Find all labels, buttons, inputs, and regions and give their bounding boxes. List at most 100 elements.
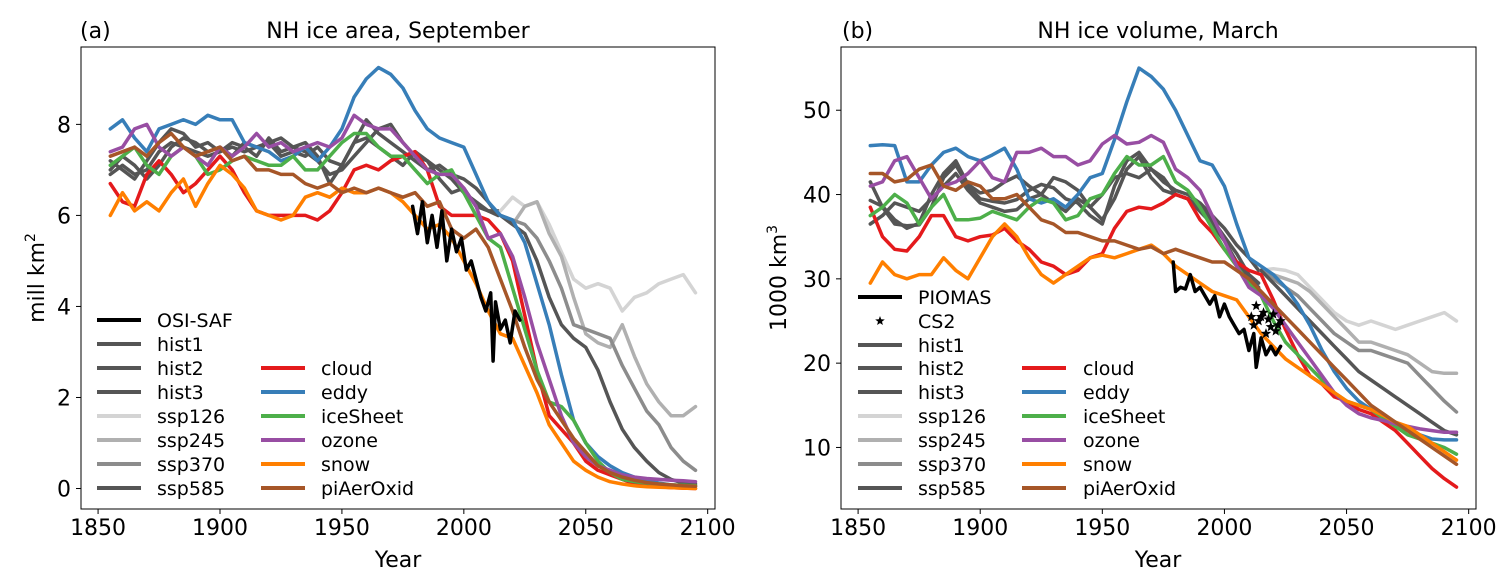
panel-a-ylabel-sup: 2 xyxy=(23,233,39,242)
panel-b-ylabel: 1000 km3 xyxy=(765,225,792,331)
point-cs2 xyxy=(1268,308,1279,319)
panel-a-xlabel: Year xyxy=(374,548,423,573)
y-tick-label: 30 xyxy=(803,268,831,293)
point-cs2 xyxy=(1263,313,1274,324)
legend-item-snow: snow xyxy=(1022,454,1132,476)
legend-item-ozone: ozone xyxy=(261,430,378,452)
y-tick-label: 40 xyxy=(803,184,831,209)
y-tick-label: 8 xyxy=(57,113,71,138)
series-line-ssp245 xyxy=(498,200,698,418)
series-line-eddy xyxy=(868,66,1459,442)
legend-label: hist1 xyxy=(918,335,965,357)
legend-label: cloud xyxy=(1083,358,1134,380)
legend-label: ssp585 xyxy=(157,478,225,500)
panel-b-ylabel-text: 1000 km xyxy=(767,234,792,331)
legend-item-ssp126: ssp126 xyxy=(858,406,986,428)
series-line-osi-saf xyxy=(410,200,522,363)
legend-item-ozone: ozone xyxy=(1022,430,1140,452)
legend-item-hist1: hist1 xyxy=(858,335,965,357)
legend-item-hist1: hist1 xyxy=(97,334,204,356)
legend-item-piaeroxid: piAerOxid xyxy=(1022,478,1176,500)
y-tick-label: 4 xyxy=(57,295,71,320)
legend-label: OSI-SAF xyxy=(157,310,233,332)
series-line-cloud xyxy=(868,192,1459,489)
legend-item-ssp370: ssp370 xyxy=(97,454,225,476)
panel-a-frame xyxy=(80,46,716,510)
legend-item-ssp126: ssp126 xyxy=(97,406,225,428)
legend-label: PIOMAS xyxy=(918,287,991,309)
legend-label: CS2 xyxy=(918,311,955,333)
legend-label: ssp370 xyxy=(918,454,986,476)
y-tick-label: 6 xyxy=(57,204,71,229)
panel-b-label: (b) xyxy=(842,19,873,44)
panel-b-ylabel-sup: 3 xyxy=(765,225,781,234)
panel-b-xlabel: Year xyxy=(1134,548,1183,573)
legend-item-hist3: hist3 xyxy=(858,382,965,404)
legend-item-piaeroxid: piAerOxid xyxy=(261,478,414,500)
legend-label: eddy xyxy=(321,382,368,404)
legend-label: iceSheet xyxy=(321,406,403,428)
legend-label: ozone xyxy=(321,430,378,452)
legend-label: hist3 xyxy=(918,382,965,404)
legend-item-cloud: cloud xyxy=(1022,358,1134,380)
panel-a-plot-area xyxy=(108,65,698,491)
legend-star-marker xyxy=(875,316,885,325)
x-tick-label: 1850 xyxy=(830,516,886,541)
legend-item-icesheet: iceSheet xyxy=(261,406,403,428)
series-group xyxy=(108,65,698,491)
legend-item-hist2: hist2 xyxy=(97,358,204,380)
legend-item-ssp245: ssp245 xyxy=(858,430,986,452)
legend-label: snow xyxy=(321,454,370,476)
legend-item-eddy: eddy xyxy=(1022,382,1130,404)
x-tick-label: 2100 xyxy=(1441,516,1497,541)
x-tick-label: 1900 xyxy=(952,516,1008,541)
y-tick-label: 50 xyxy=(803,99,831,124)
panel-b-legend: PIOMASCS2hist1hist2hist3ssp126ssp245ssp3… xyxy=(858,287,1176,500)
x-tick-label: 2050 xyxy=(1319,516,1375,541)
series-line-ssp585 xyxy=(1259,268,1459,437)
series-line-ssp370 xyxy=(498,213,698,473)
panel-b-frame xyxy=(840,46,1477,510)
point-cs2 xyxy=(1251,300,1262,311)
legend-item-icesheet: iceSheet xyxy=(1022,406,1165,428)
legend-label: cloud xyxy=(321,358,372,380)
legend-item-hist2: hist2 xyxy=(858,358,965,380)
legend-label: hist1 xyxy=(157,334,204,356)
panel-b: (b) NH ice volume, March Year 1000 km3 1… xyxy=(765,19,1497,573)
legend-label: ssp245 xyxy=(157,430,225,452)
series-line-ssp126 xyxy=(1259,266,1459,332)
legend-item-piomas: PIOMAS xyxy=(858,287,991,309)
legend-item-hist3: hist3 xyxy=(97,382,204,404)
series-line-ssp370 xyxy=(1259,268,1459,414)
x-tick-label: 2100 xyxy=(680,516,736,541)
legend-label: hist2 xyxy=(157,358,204,380)
y-tick-label: 2 xyxy=(57,386,71,411)
panel-b-ticks: 1850 1900 1950 2000 2050 2100 10 20 30 40 50 xyxy=(803,99,1497,541)
legend-item-ssp585: ssp585 xyxy=(97,478,225,500)
point-cs2 xyxy=(1260,328,1272,339)
legend-label: eddy xyxy=(1083,382,1130,404)
x-tick-label: 1850 xyxy=(70,516,126,541)
panel-a-legend: OSI-SAFhist1hist2hist3ssp126ssp245ssp370… xyxy=(97,310,414,500)
point-cs2 xyxy=(1248,319,1259,330)
x-tick-label: 1950 xyxy=(1074,516,1130,541)
legend-label: iceSheet xyxy=(1083,406,1165,428)
legend-item-cloud: cloud xyxy=(261,358,372,380)
panel-a-title: NH ice area, September xyxy=(266,19,530,44)
legend-label: hist3 xyxy=(157,382,204,404)
series-line-ssp245 xyxy=(1259,268,1459,376)
series-line-snow xyxy=(108,163,698,491)
panel-a: (a) NH ice area, September Year mill km2… xyxy=(23,19,736,573)
legend-item-eddy: eddy xyxy=(261,382,368,404)
series-line-eddy xyxy=(108,65,698,488)
x-tick-label: 1950 xyxy=(314,516,370,541)
legend-item-ssp370: ssp370 xyxy=(858,454,986,476)
point-cs2 xyxy=(1265,321,1277,332)
y-tick-label: 0 xyxy=(57,478,71,503)
legend-item-snow: snow xyxy=(261,454,370,476)
legend-label: hist2 xyxy=(918,358,965,380)
y-tick-label: 20 xyxy=(803,352,831,377)
legend-label: ssp245 xyxy=(918,430,986,452)
panel-b-plot-area xyxy=(868,66,1459,489)
series-group xyxy=(868,66,1459,489)
